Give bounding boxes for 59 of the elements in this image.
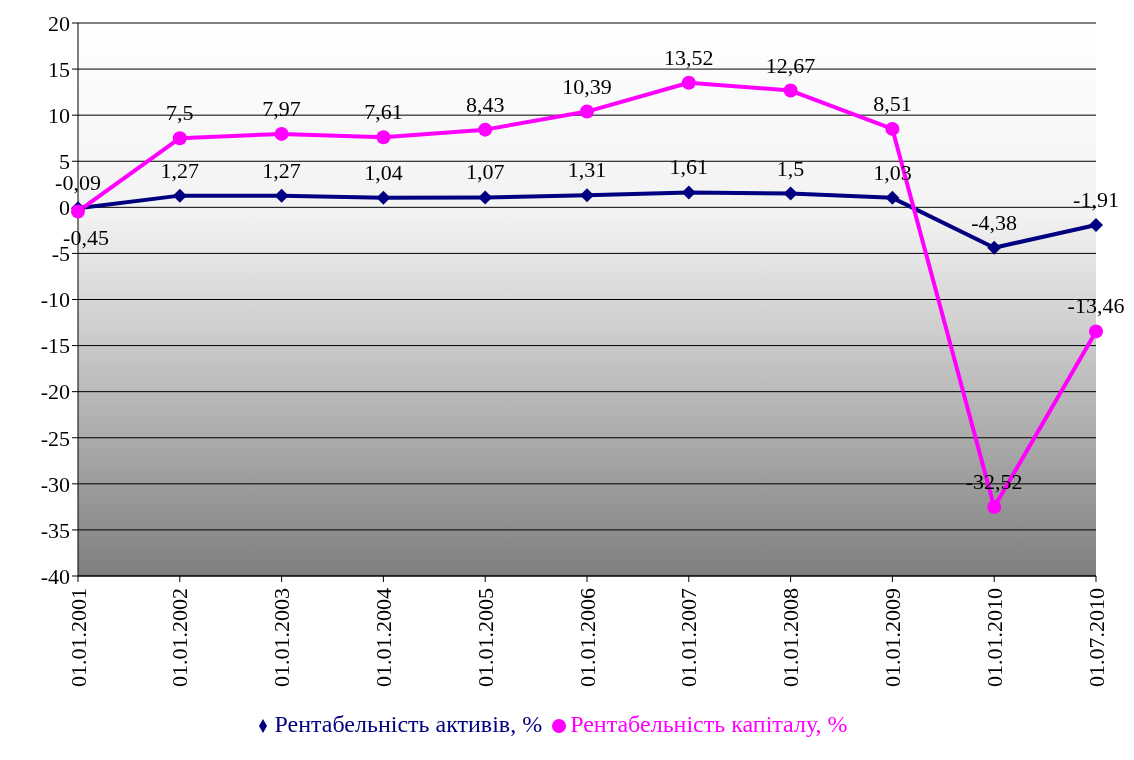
- data-label: 8,51: [873, 90, 912, 116]
- point: [783, 83, 798, 98]
- data-label: 1,07: [465, 159, 505, 185]
- x-tick-label: 01.01.2003: [269, 588, 295, 687]
- data-label: 7,97: [262, 95, 301, 121]
- y-tick-label: -25: [40, 425, 70, 451]
- data-label: 1,61: [669, 154, 709, 180]
- x-tick-label: 01.01.2007: [676, 588, 702, 687]
- point: [1089, 324, 1103, 339]
- point: [478, 190, 493, 205]
- x-tick-label: 01.01.2001: [65, 588, 91, 687]
- data-label: 8,43: [465, 91, 505, 117]
- y-tick-label: -10: [40, 287, 70, 313]
- point: [885, 190, 900, 205]
- legend-label: Рентабельність активів, %: [274, 711, 543, 737]
- legend-label: Рентабельність капіталу, %: [570, 711, 848, 737]
- x-tick-label: 01.01.2010: [981, 588, 1007, 687]
- y-tick-label: 10: [48, 102, 70, 128]
- data-label: -1,91: [1073, 186, 1119, 212]
- data-label: 1,31: [567, 157, 607, 183]
- x-tick-label: 01.01.2002: [167, 588, 193, 687]
- x-tick-label: 01.01.2004: [370, 588, 396, 687]
- data-label: 1,5: [776, 155, 805, 181]
- y-tick-label: 0: [59, 195, 70, 221]
- y-tick-label: -20: [40, 379, 70, 405]
- y-tick-label: -40: [40, 563, 70, 589]
- x-tick-label: 01.01.2009: [879, 588, 905, 687]
- data-label: 1,04: [364, 159, 403, 185]
- point: [274, 126, 289, 141]
- x-tick-label: 01.07.2010: [1083, 588, 1109, 687]
- x-tick-label: 01.01.2005: [472, 588, 498, 687]
- data-label: -4,38: [971, 209, 1018, 235]
- point: [478, 122, 493, 137]
- point: [783, 186, 798, 201]
- point: [987, 500, 1002, 515]
- point: [681, 185, 696, 200]
- point: [376, 190, 391, 205]
- y-tick-label: -15: [40, 333, 70, 359]
- data-label: 10,39: [562, 73, 612, 99]
- point: [681, 75, 696, 90]
- point: [274, 188, 289, 203]
- point: [885, 121, 900, 136]
- data-label: 1,27: [262, 157, 301, 183]
- point: [580, 104, 594, 119]
- point: [987, 240, 1002, 255]
- y-tick-label: 20: [48, 10, 70, 36]
- y-tick-label: -30: [40, 471, 70, 497]
- point: [580, 188, 594, 203]
- x-tick-label: 01.01.2006: [574, 588, 600, 687]
- point: [172, 188, 187, 203]
- data-label: 13,52: [664, 44, 714, 70]
- point: [376, 130, 391, 145]
- x-tick-label: 01.01.2008: [778, 588, 804, 687]
- y-tick-label: 15: [48, 56, 70, 82]
- point: [1089, 217, 1103, 232]
- data-label: -13,46: [1067, 293, 1125, 319]
- point: [172, 131, 187, 146]
- data-label: 1,27: [160, 157, 200, 183]
- y-tick-label: -35: [40, 517, 70, 543]
